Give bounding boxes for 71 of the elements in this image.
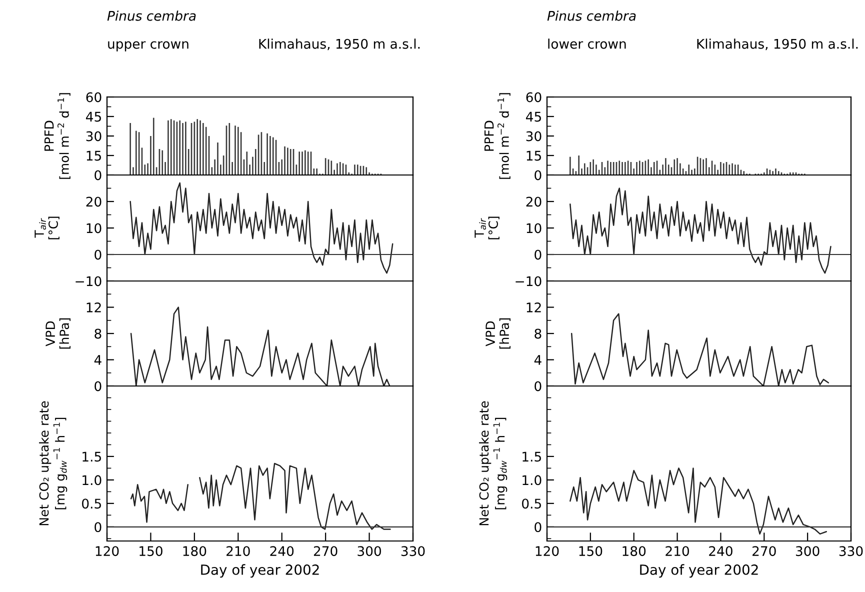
y-tick-label: 0 [94,522,102,532]
y-tick-label: 0 [534,170,542,180]
x-tick-label: 240 [709,546,732,556]
y-tick-label: 30 [526,131,542,142]
line-series [130,306,390,386]
x-tick-label: 330 [839,546,863,556]
y-tick-label: 10 [86,223,102,234]
text: Klimahaus, 1950 m a.s.l. [259,38,420,50]
x-tick-label: 300 [358,546,381,556]
y-tick-label: 30 [86,131,102,142]
line-series [570,188,832,274]
x-tick-label: 240 [270,546,294,556]
x-tick-label: 210 [226,546,250,556]
y-tick-label: 15 [86,150,101,161]
text: Klimahaus, 1950 m a.s.l. [697,38,858,50]
y-axis-title: VPD [hPa] [486,318,511,349]
y-tick-label: 45 [526,112,541,122]
y-tick-label: 4 [94,355,102,365]
y-tick-label: 60 [86,92,102,102]
y-tick-label: 0.5 [522,498,541,509]
y-tick-label: 15 [526,150,541,161]
line-series [570,468,828,535]
y-tick-label: 0 [534,250,542,260]
y-tick-label: 1.5 [522,452,541,462]
y-tick-label: 8 [534,328,542,339]
y-tick-label: −10 [76,276,102,286]
y-axis-title: Net CO₂ uptake rate [mg g$_{dw}$$^{−1}$ h$^{−1}$] [39,401,68,526]
chart-title: Pinus cembra [107,10,196,21]
x-tick-label: 180 [183,546,206,556]
chart-title: Pinus cembra [547,10,636,21]
y-axis-title: T$_{air}$ [°C] [34,216,60,240]
x-axis-title: Day of year 2002 [640,564,758,578]
x-tick-label: 300 [796,546,820,556]
x-tick-label: 150 [140,546,162,556]
y-tick-label: 0 [94,381,102,392]
y-tick-label: 12 [86,302,101,312]
x-tick-label: 120 [96,546,119,556]
x-tick-label: 210 [666,546,689,556]
y-tick-label: 20 [526,196,542,207]
y-tick-label: 20 [86,196,102,207]
y-tick-label: 0.5 [82,498,101,509]
x-tick-label: 270 [314,546,338,556]
chart-subtitle: upper crown [108,41,188,52]
x-tick-label: 120 [536,546,559,556]
y-axis-title: VPD [hPa] [46,318,71,349]
y-tick-label: 10 [526,223,542,234]
y-tick-label: 0 [534,522,542,532]
line-series [130,182,394,274]
y-tick-label: 45 [86,112,101,122]
y-tick-label: 1.0 [522,475,542,486]
y-axis-title: PPFD [mol m$^{−2}$ d$^{−1}$] [484,93,510,179]
y-tick-label: 0 [94,170,102,180]
x-tick-label: 150 [579,546,602,556]
y-axis-title: Net CO₂ uptake rate [mg g$_{dw}$$^{−1}$ h$^{−1}$] [479,401,508,526]
y-tick-label: 60 [526,92,542,102]
y-tick-label: 1.0 [82,475,102,486]
line-series [570,313,830,386]
y-tick-label: 12 [526,302,541,312]
y-tick-label: 1.5 [82,452,101,462]
y-tick-label: 4 [534,355,542,365]
y-axis-title: T$_{air}$ [°C] [474,216,500,240]
x-tick-label: 180 [622,546,646,556]
y-axis-title: PPFD [mol m$^{−2}$ d$^{−1}$] [44,93,70,179]
y-tick-label: 0 [94,250,102,260]
x-tick-label: 330 [401,546,425,556]
chart-subtitle: lower crown [548,38,626,49]
x-axis-title: Day of year 2002 [201,564,319,578]
y-tick-label: 0 [534,381,542,392]
y-tick-label: 8 [94,328,102,339]
x-tick-label: 270 [752,546,776,556]
y-tick-label: −10 [516,276,542,286]
